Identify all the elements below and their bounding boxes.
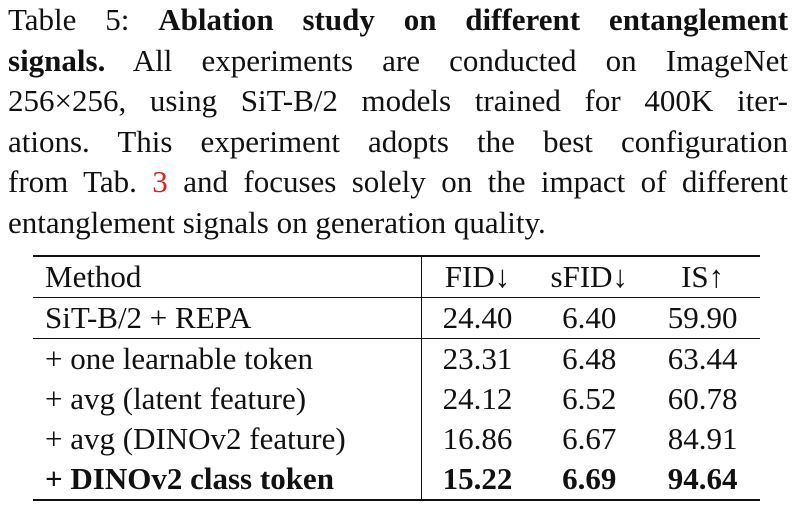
caption-text-2: All experiments are conducted on ImageNe… xyxy=(132,42,788,78)
table-row: + one learnable token 23.31 6.48 63.44 xyxy=(33,338,760,379)
caption-text-5a: from Tab. xyxy=(8,164,137,199)
caption-line-1: Table 5: Ablation study on different ent… xyxy=(8,0,788,41)
table-reference-link[interactable]: 3 xyxy=(152,164,168,199)
header-fid: FID↓ xyxy=(444,259,511,294)
cell-sfid: 6.52 xyxy=(562,381,617,416)
caption-line-6: entanglement signals on generation quali… xyxy=(8,203,788,244)
cell-is: 60.78 xyxy=(667,381,738,416)
cell-sfid: 6.40 xyxy=(562,300,617,335)
header-method: Method xyxy=(33,256,422,298)
table-row: SiT-B/2 + REPA 24.40 6.40 59.90 xyxy=(33,297,760,339)
cell-method: SiT-B/2 + REPA xyxy=(33,297,422,339)
caption-title-part-1: Ablation study on different entanglement xyxy=(158,2,789,37)
cell-is: 63.44 xyxy=(667,341,738,376)
caption-label: Table 5: xyxy=(8,2,130,37)
ablation-table: Method FID↓ sFID↓ IS↑ SiT-B/2 + REPA 24.… xyxy=(33,255,760,501)
cell-fid: 24.40 xyxy=(442,300,513,335)
caption-text-5b: and focuses solely on the impact of diff… xyxy=(183,164,789,199)
cell-is: 59.90 xyxy=(667,300,738,335)
caption-line-5: from Tab. 3 and focuses solely on the im… xyxy=(8,162,788,203)
cell-method: + avg (DINOv2 feature) xyxy=(33,419,422,459)
cell-method: + one learnable token xyxy=(33,338,422,379)
table-row: + avg (latent feature) 24.12 6.52 60.78 xyxy=(33,379,760,419)
caption-line-3: 256×256, using SiT-B/2 models trained fo… xyxy=(8,81,788,122)
table-row-best: + DINOv2 class token 15.22 6.69 94.64 xyxy=(33,459,760,500)
caption-text-6: entanglement signals on generation quali… xyxy=(8,204,546,240)
header-sfid: sFID↓ xyxy=(550,259,629,294)
caption-line-4: ations. This experiment adopts the best … xyxy=(8,122,788,163)
caption-line-2: signals. All experiments are conducted o… xyxy=(8,41,788,82)
cell-fid: 24.12 xyxy=(442,381,513,416)
table-header-row: Method FID↓ sFID↓ IS↑ xyxy=(33,256,760,298)
cell-is: 84.91 xyxy=(667,421,738,456)
cell-sfid: 6.69 xyxy=(562,461,617,496)
header-is: IS↑ xyxy=(681,259,725,294)
cell-fid: 15.22 xyxy=(442,461,513,496)
table-caption: Table 5: Ablation study on different ent… xyxy=(8,0,788,243)
cell-method: + avg (latent feature) xyxy=(33,379,422,419)
cell-fid: 16.86 xyxy=(442,421,513,456)
cell-fid: 23.31 xyxy=(442,341,513,376)
table-row: + avg (DINOv2 feature) 16.86 6.67 84.91 xyxy=(33,419,760,459)
ablation-table-container: Method FID↓ sFID↓ IS↑ SiT-B/2 + REPA 24.… xyxy=(33,255,760,501)
cell-is: 94.64 xyxy=(667,461,738,496)
caption-text-3: 256×256, using SiT-B/2 models trained fo… xyxy=(8,83,788,118)
cell-sfid: 6.67 xyxy=(562,421,617,456)
cell-method: + DINOv2 class token xyxy=(33,459,422,500)
caption-text-4: ations. This experiment adopts the best … xyxy=(8,123,788,159)
cell-sfid: 6.48 xyxy=(562,341,617,376)
caption-title-part-2: signals. xyxy=(8,42,106,78)
